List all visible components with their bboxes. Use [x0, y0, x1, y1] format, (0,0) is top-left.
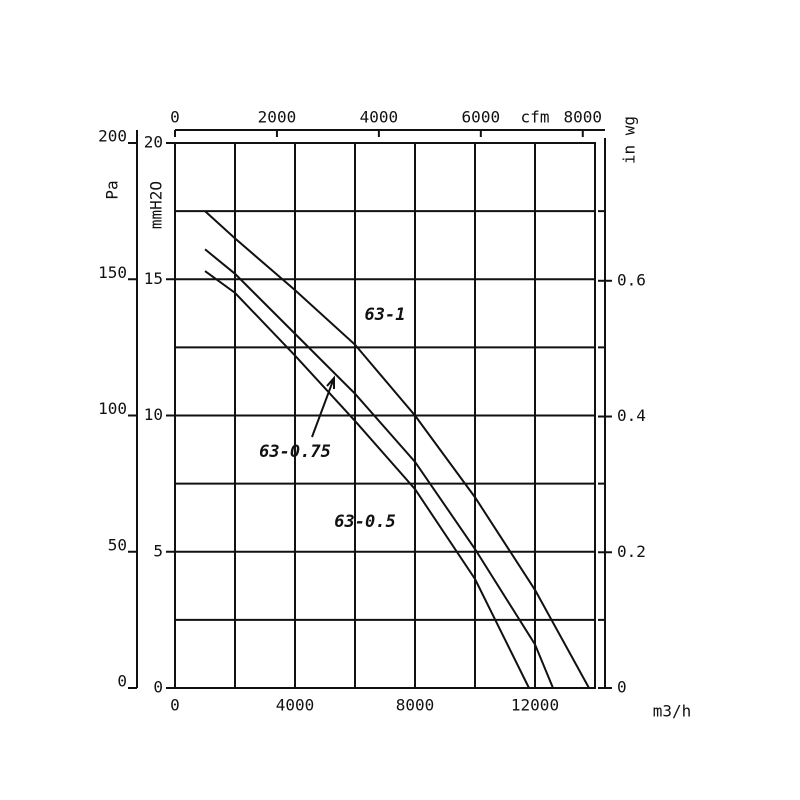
y-mm-tick-label: 0 [153, 678, 163, 697]
y-tick-label: 50 [108, 535, 127, 554]
y-tick-label: 100 [98, 399, 127, 418]
x-tick-label: 0 [170, 696, 180, 715]
y-mm-tick-label: 5 [153, 541, 163, 560]
y2-axis-label: in wg [620, 116, 639, 164]
x-axis-label: m3/h [653, 702, 692, 721]
y2-tick-label: 0.4 [617, 406, 646, 425]
curve-label: 63-1 [365, 305, 406, 325]
curve [204, 210, 590, 689]
y-mm-tick-label: 20 [144, 133, 163, 152]
x2-tick-label: 4000 [360, 108, 399, 127]
x-tick-label: 12000 [511, 696, 559, 715]
y-axis-label: Pa [103, 180, 122, 199]
y-tick-label: 0 [117, 672, 127, 691]
y-mm-tick-label: 10 [144, 405, 163, 424]
y2-tick-label: 0.6 [617, 270, 646, 289]
curve-label: 63-0.5 [334, 512, 395, 532]
curve-label: 63-0.75 [259, 442, 331, 462]
leader-arrow [311, 375, 335, 438]
x2-tick-label: 0 [170, 108, 180, 127]
y-mm-tick-label: 15 [144, 269, 163, 288]
curve [204, 270, 530, 689]
x2-tick-label: 6000 [462, 108, 501, 127]
y2-tick-label: 0.2 [617, 542, 646, 561]
x-tick-label: 8000 [396, 696, 435, 715]
curve [204, 248, 554, 689]
x-tick-label: 4000 [276, 696, 315, 715]
y-tick-label: 150 [98, 263, 127, 282]
y-tick-label: 200 [98, 127, 127, 146]
x2-tick-label: 2000 [258, 108, 297, 127]
y-mm-axis-label: mmH2O [147, 181, 166, 229]
x2-tick-label: 8000 [564, 108, 603, 127]
y2-tick-label: 0 [617, 678, 627, 697]
x2-axis-label: cfm [521, 108, 550, 127]
